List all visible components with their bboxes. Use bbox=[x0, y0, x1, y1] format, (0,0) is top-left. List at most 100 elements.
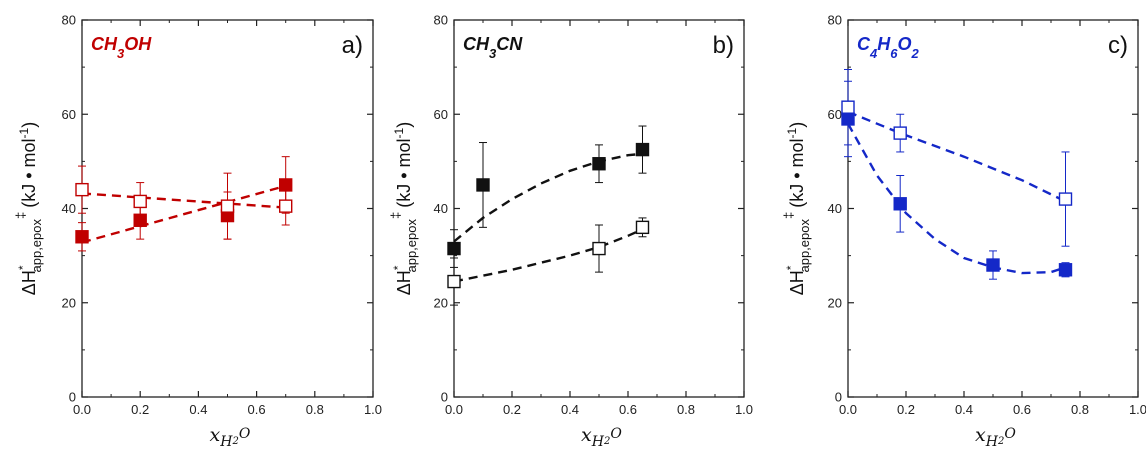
y-label-unit: (kJ • mol bbox=[394, 138, 414, 207]
y-label-delta: ΔH bbox=[394, 270, 414, 295]
y-tick-label: 20 bbox=[62, 295, 76, 310]
x-tick-label: 0.0 bbox=[839, 402, 857, 417]
x-axis-label-sub: H bbox=[591, 434, 605, 449]
x-tick-label: 0.6 bbox=[619, 402, 637, 417]
y-label-unit: (kJ • mol bbox=[19, 138, 39, 207]
y-tick-label: 40 bbox=[62, 201, 76, 216]
x-axis-label-sub: H bbox=[219, 434, 233, 449]
x-tick-label: 0.8 bbox=[677, 402, 695, 417]
compound-text: C bbox=[857, 34, 871, 54]
data-point-filled bbox=[635, 142, 650, 157]
y-axis-label: ΔH*app,epox‡ (kJ • mol-1) bbox=[781, 122, 812, 295]
data-point-open bbox=[893, 126, 907, 140]
y-tick-label: 0 bbox=[441, 390, 448, 405]
y-tick-label: 60 bbox=[828, 107, 842, 122]
y-label-sub: app,epox bbox=[29, 219, 44, 273]
fit-line-open-square bbox=[453, 228, 643, 283]
x-axis-label: xH2O bbox=[210, 424, 251, 449]
compound-text: O bbox=[897, 34, 911, 54]
x-axis-label: xH2O bbox=[581, 424, 622, 449]
data-point-filled bbox=[447, 241, 461, 256]
x-tick-label: 0.0 bbox=[445, 402, 463, 417]
y-tick-label: 20 bbox=[434, 295, 448, 310]
x-tick-label: 0.4 bbox=[189, 402, 207, 417]
y-tick-label: 20 bbox=[828, 295, 842, 310]
compound-text: OH bbox=[124, 34, 152, 54]
y-tick-label: 80 bbox=[62, 13, 76, 28]
x-axis-label-main: x bbox=[975, 424, 986, 446]
y-tick-label: 80 bbox=[828, 13, 842, 28]
y-label-exp: -1 bbox=[392, 127, 406, 138]
x-tick-label: 0.2 bbox=[131, 402, 149, 417]
compound-subscript: 4 bbox=[869, 46, 878, 61]
data-point-filled bbox=[75, 230, 89, 244]
x-tick-label: 0.2 bbox=[503, 402, 521, 417]
y-label-star: * bbox=[16, 265, 30, 270]
y-label-dagger: ‡ bbox=[388, 212, 403, 219]
y-axis-label: ΔH*app,epox‡ (kJ • mol-1) bbox=[388, 122, 419, 295]
y-label-unit: (kJ • mol bbox=[787, 138, 807, 207]
plot-frame bbox=[847, 19, 1139, 398]
x-tick-label: 0.6 bbox=[248, 402, 266, 417]
data-point-open bbox=[133, 194, 147, 209]
panel-letter: a) bbox=[342, 32, 363, 59]
data-point-filled bbox=[893, 197, 907, 211]
x-tick-label: 0.8 bbox=[306, 402, 324, 417]
x-axis-label-subtail: O bbox=[1004, 426, 1016, 442]
y-label-close: ) bbox=[19, 122, 39, 128]
plot-frame bbox=[453, 19, 745, 398]
y-label-sub: app,epox bbox=[797, 219, 812, 273]
compound-subscript: 2 bbox=[910, 46, 919, 61]
y-label-close: ) bbox=[787, 122, 807, 128]
compound-text: CN bbox=[496, 34, 523, 54]
data-point-open bbox=[220, 199, 235, 213]
fit-line-filled-square bbox=[81, 184, 287, 244]
data-point-filled bbox=[592, 157, 606, 171]
x-tick-label: 0.4 bbox=[955, 402, 973, 417]
y-tick-label: 0 bbox=[69, 390, 76, 405]
y-label-star: * bbox=[391, 265, 405, 270]
data-point-open bbox=[1058, 192, 1073, 206]
x-axis-label-sub: H bbox=[985, 434, 999, 449]
panel-2: 0.0 0.2 0.4 0.6 0.8 1.0 0 20 40 60 80 CH3CN b) xH2O ΔH… bbox=[388, 13, 753, 449]
x-axis-label: xH2O bbox=[975, 424, 1016, 449]
x-axis-label-subsub: 2 bbox=[231, 436, 238, 447]
y-label-close: ) bbox=[394, 122, 414, 128]
compound-subscript: 3 bbox=[489, 46, 497, 61]
y-label-dagger: ‡ bbox=[13, 212, 28, 219]
x-axis-label-subtail: O bbox=[610, 426, 622, 442]
compound-label: C4H6O2 bbox=[857, 34, 919, 61]
compound-text: CH bbox=[91, 34, 118, 54]
x-axis-label-main: x bbox=[581, 424, 592, 446]
y-label-delta: ΔH bbox=[787, 270, 807, 295]
compound-subscript: 6 bbox=[890, 46, 898, 61]
compound-text: H bbox=[877, 34, 891, 54]
data-point-open bbox=[592, 241, 606, 256]
y-label-sub: app,epox bbox=[404, 219, 419, 273]
x-tick-label: 0.0 bbox=[73, 402, 91, 417]
y-tick-label: 40 bbox=[828, 201, 842, 216]
x-axis-label-subsub: 2 bbox=[997, 436, 1004, 447]
y-label-delta: ΔH bbox=[19, 270, 39, 295]
x-tick-label: 0.6 bbox=[1013, 402, 1031, 417]
fit-line-open-square bbox=[847, 110, 1067, 203]
y-label-dagger: ‡ bbox=[781, 212, 796, 219]
compound-label: CH3OH bbox=[91, 34, 152, 61]
y-label-exp: -1 bbox=[785, 127, 799, 138]
panel-1: 0.0 0.2 0.4 0.6 0.8 1.0 0 20 40 60 80 CH3OH a) xH2O ΔH… bbox=[13, 13, 382, 449]
data-point-open bbox=[447, 274, 461, 289]
data-point-filled bbox=[476, 178, 490, 192]
y-tick-label: 60 bbox=[62, 107, 76, 122]
panel-letter: b) bbox=[713, 32, 734, 59]
y-axis-label: ΔH*app,epox‡ (kJ • mol-1) bbox=[13, 122, 44, 295]
x-axis-label-subtail: O bbox=[239, 426, 251, 442]
y-tick-label: 0 bbox=[835, 390, 842, 405]
x-tick-label: 0.4 bbox=[561, 402, 579, 417]
panel-letter: c) bbox=[1108, 32, 1128, 59]
x-tick-label: 1.0 bbox=[364, 402, 382, 417]
data-point-open bbox=[635, 220, 650, 235]
x-axis-label-main: x bbox=[210, 424, 221, 446]
fit-line-filled-square bbox=[846, 123, 1066, 275]
